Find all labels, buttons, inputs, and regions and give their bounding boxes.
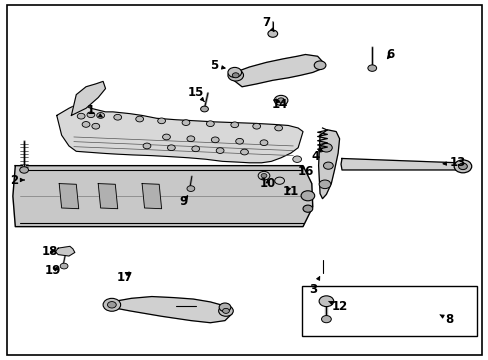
Circle shape (232, 73, 239, 78)
Text: 11: 11 (282, 185, 298, 198)
Circle shape (274, 177, 284, 184)
Circle shape (274, 125, 282, 131)
Text: 9: 9 (179, 195, 187, 208)
Circle shape (227, 69, 243, 81)
Circle shape (218, 306, 233, 316)
Bar (302, 286, 476, 336)
Circle shape (323, 162, 332, 169)
Circle shape (216, 148, 224, 153)
Circle shape (301, 191, 314, 201)
Polygon shape (57, 105, 303, 163)
Circle shape (136, 116, 143, 122)
Circle shape (314, 61, 325, 69)
Circle shape (77, 113, 85, 119)
Circle shape (114, 114, 122, 120)
Polygon shape (340, 158, 463, 170)
Circle shape (367, 65, 376, 71)
Polygon shape (59, 184, 79, 209)
Text: 1: 1 (87, 104, 102, 117)
Circle shape (321, 316, 330, 323)
Text: 10: 10 (259, 177, 275, 190)
Circle shape (252, 123, 260, 129)
Circle shape (103, 298, 121, 311)
Circle shape (319, 180, 330, 189)
Circle shape (319, 296, 333, 307)
Circle shape (320, 143, 331, 152)
Polygon shape (71, 81, 105, 116)
Text: 16: 16 (297, 165, 313, 177)
Circle shape (292, 156, 301, 162)
Circle shape (200, 106, 208, 112)
Text: 6: 6 (386, 48, 394, 61)
Circle shape (186, 136, 194, 141)
Circle shape (303, 205, 312, 212)
Text: 19: 19 (45, 264, 61, 277)
Circle shape (158, 118, 165, 124)
Text: 12: 12 (328, 300, 347, 313)
Circle shape (97, 113, 104, 118)
Circle shape (87, 112, 95, 118)
Text: 18: 18 (41, 244, 58, 257)
Text: 17: 17 (117, 271, 133, 284)
Circle shape (211, 137, 219, 143)
Text: 13: 13 (442, 156, 465, 169)
Circle shape (230, 122, 238, 128)
Circle shape (227, 67, 241, 77)
Circle shape (186, 186, 194, 192)
Circle shape (182, 120, 189, 126)
Circle shape (206, 121, 214, 127)
Circle shape (453, 160, 471, 173)
Text: 8: 8 (439, 313, 452, 327)
Circle shape (267, 30, 277, 37)
Circle shape (458, 163, 467, 170)
Polygon shape (13, 166, 312, 226)
Polygon shape (98, 184, 118, 209)
Circle shape (261, 174, 266, 178)
Circle shape (219, 303, 230, 312)
Circle shape (191, 146, 199, 152)
Text: 15: 15 (187, 86, 204, 102)
Text: 3: 3 (308, 276, 319, 296)
Circle shape (240, 149, 248, 155)
Circle shape (235, 138, 243, 144)
Text: 5: 5 (210, 59, 224, 72)
Polygon shape (233, 54, 322, 87)
Polygon shape (318, 130, 339, 199)
Circle shape (107, 302, 116, 308)
Polygon shape (105, 297, 232, 323)
Circle shape (167, 145, 175, 150)
Circle shape (20, 167, 28, 173)
Text: 4: 4 (310, 148, 322, 163)
Text: 7: 7 (262, 16, 273, 31)
Circle shape (162, 134, 170, 140)
Circle shape (143, 143, 151, 149)
Text: 2: 2 (10, 174, 24, 186)
Circle shape (222, 309, 229, 314)
Circle shape (274, 95, 287, 105)
Circle shape (260, 140, 267, 145)
Circle shape (60, 263, 68, 269)
Polygon shape (142, 184, 161, 209)
Circle shape (258, 171, 269, 180)
Text: 14: 14 (271, 98, 287, 111)
Polygon shape (55, 246, 75, 256)
Circle shape (92, 123, 100, 129)
Circle shape (277, 98, 284, 103)
Circle shape (82, 122, 90, 127)
